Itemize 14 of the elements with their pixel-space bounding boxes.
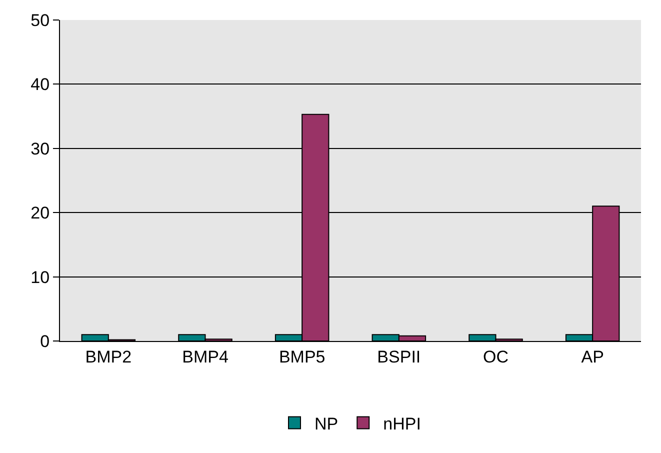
y-tick-label: 40 bbox=[30, 75, 50, 94]
y-tick-label: 0 bbox=[40, 332, 50, 351]
y-tick-label: 30 bbox=[30, 139, 50, 158]
x-tick-label: BMP4 bbox=[182, 347, 228, 366]
y-tick-label: 10 bbox=[30, 268, 50, 287]
x-tick-label: OC bbox=[483, 347, 508, 366]
legend-label: nHPI bbox=[383, 414, 421, 434]
x-tick-label: BMP2 bbox=[85, 347, 132, 366]
x-tick-label: BSPII bbox=[377, 347, 421, 366]
y-tick-label: 20 bbox=[30, 204, 50, 223]
legend-label: NP bbox=[314, 414, 338, 434]
y-tick-label: 50 bbox=[30, 10, 50, 30]
x-tick-label: AP bbox=[581, 347, 604, 366]
x-tick-label: BMP5 bbox=[278, 347, 326, 366]
